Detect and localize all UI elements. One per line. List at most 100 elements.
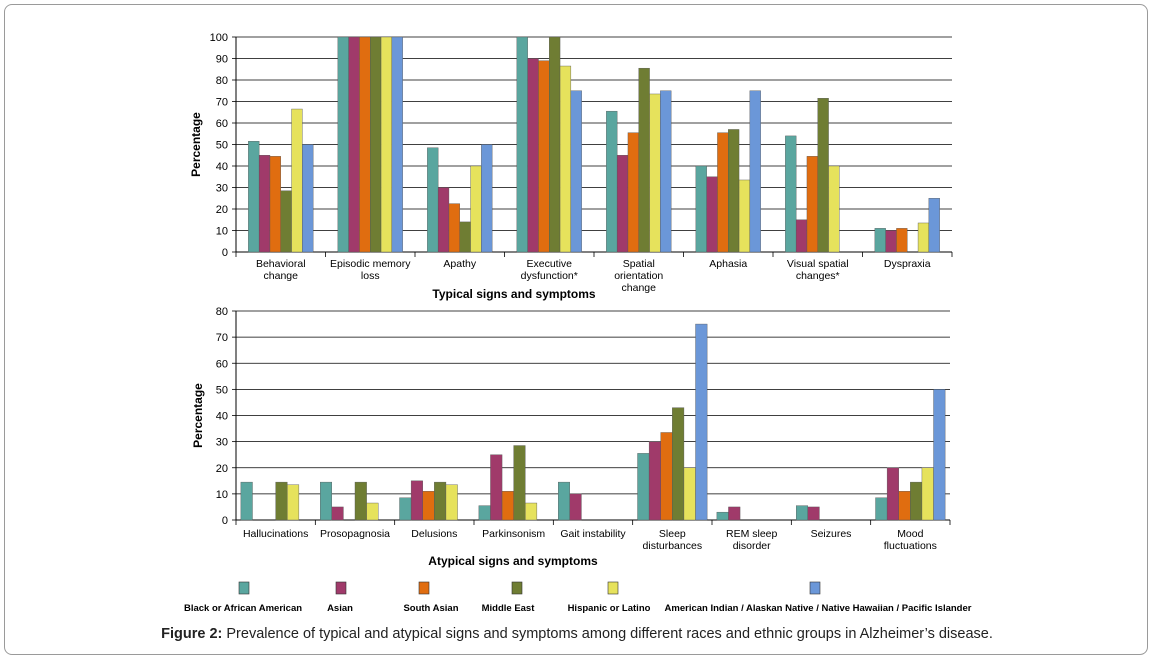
bar (738, 179, 751, 253)
bar (302, 144, 314, 253)
bar (513, 445, 526, 521)
bar (501, 491, 514, 521)
bar (366, 502, 379, 521)
bar (638, 67, 650, 253)
x-axis-title: Atypical signs and symptoms (428, 554, 598, 568)
legend-label: South Asian (403, 603, 458, 614)
category-label: changes* (796, 270, 840, 282)
bar (817, 98, 829, 253)
legend-swatch (238, 581, 250, 595)
bar (337, 36, 349, 253)
bar (478, 505, 491, 521)
bar (649, 93, 661, 253)
bar (806, 156, 818, 253)
bar (606, 110, 618, 253)
y-tick-label: 90 (216, 54, 228, 66)
figure-caption-text: Prevalence of typical and atypical signs… (226, 626, 993, 642)
bar (828, 165, 840, 253)
bar (448, 203, 460, 253)
bar (885, 230, 897, 253)
bar (380, 36, 393, 253)
bar (616, 155, 629, 253)
bar (331, 506, 344, 521)
category-label: loss (361, 270, 380, 282)
category-label: REM sleep (726, 528, 778, 540)
category-label: Hallucinations (243, 528, 308, 540)
bar (886, 467, 899, 521)
figure-caption: Figure 2: Prevalence of typical and atyp… (0, 626, 1154, 642)
bar (525, 502, 538, 521)
y-tick-label: 50 (216, 140, 228, 152)
atypical-symptoms-chart: 0 10 20 30 40 50 60 70 80 Hallucinations Prosopagn… (191, 306, 951, 568)
category-label: disorder (733, 540, 771, 552)
y-tick-label: 0 (222, 515, 228, 527)
category-label: Apathy (443, 258, 476, 270)
bar (660, 432, 673, 521)
bar (933, 389, 946, 521)
bar (807, 506, 820, 521)
bar (549, 36, 561, 253)
bar (896, 228, 908, 253)
typical-symptoms-chart: 0102030405060708090100BehavioralchangeEp… (189, 32, 953, 301)
bar (672, 407, 685, 521)
bar (749, 90, 761, 253)
bar (280, 190, 292, 253)
legend-swatch (335, 581, 347, 595)
category-label: Delusions (411, 528, 457, 540)
category-label: dysfunction* (521, 270, 578, 282)
legend-swatch (418, 581, 430, 595)
bar (434, 481, 447, 521)
y-tick-label: 60 (216, 118, 228, 130)
category-label: Behavioral (256, 258, 306, 270)
bar (917, 222, 930, 253)
bar (785, 135, 797, 253)
bar (258, 155, 271, 253)
category-label: Parkinsonism (482, 528, 545, 540)
legend-swatch (511, 581, 523, 595)
bar (269, 156, 281, 253)
legend-label: Middle East (482, 603, 536, 614)
figure-label: Figure 2: (161, 626, 223, 642)
category-label: Aphasia (709, 258, 747, 270)
bar (559, 65, 572, 253)
category-label: Prosopagnosia (320, 528, 390, 540)
category-label: fluctuations (884, 540, 937, 552)
bar (240, 481, 253, 521)
y-tick-label: 100 (210, 32, 228, 44)
y-tick-label: 70 (216, 332, 228, 344)
category-label: Episodic memory (330, 258, 411, 270)
category-label: Sleep (659, 528, 686, 540)
y-axis-title: Percentage (189, 112, 203, 177)
bar (728, 506, 741, 521)
bar (287, 484, 300, 521)
bar (320, 481, 333, 521)
bar (291, 108, 303, 253)
bar (558, 481, 571, 521)
bar (391, 36, 403, 253)
bar (399, 497, 412, 521)
bar (248, 141, 260, 253)
bar (422, 491, 435, 521)
legend-swatch (607, 581, 619, 595)
y-tick-label: 10 (216, 226, 228, 238)
category-label: Mood (897, 528, 923, 540)
y-tick-label: 50 (216, 384, 228, 396)
bar (527, 58, 539, 253)
bar (695, 165, 707, 253)
bar (695, 323, 708, 521)
bar (875, 497, 888, 521)
category-label: Visual spatial (787, 258, 849, 270)
bar (427, 147, 439, 253)
category-label: Gait instability (560, 528, 626, 540)
bar (717, 132, 729, 253)
y-tick-label: 20 (216, 463, 228, 475)
bar (354, 481, 367, 521)
x-axis-title: Typical signs and symptoms (432, 287, 595, 301)
y-tick-label: 80 (216, 75, 228, 87)
bar (796, 505, 809, 521)
bar (706, 176, 718, 253)
bar (569, 493, 582, 521)
bar (637, 453, 650, 521)
y-tick-label: 20 (216, 204, 228, 216)
